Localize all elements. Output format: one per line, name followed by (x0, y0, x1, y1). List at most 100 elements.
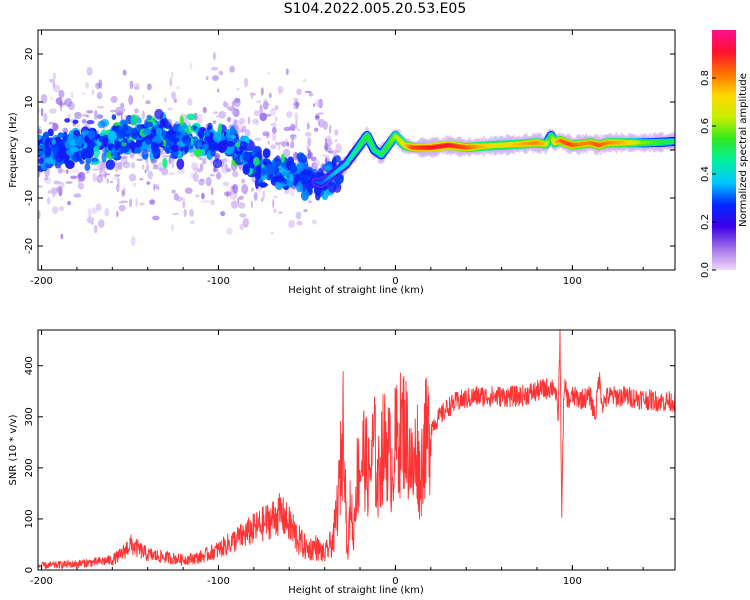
spectrogram-band-blob (91, 157, 99, 163)
spectrogram-noise-blob (50, 187, 58, 195)
spectrogram-band-blob (155, 127, 163, 136)
spectrogram-noise-blob (212, 120, 217, 124)
spectrogram-noise-blob (153, 183, 156, 192)
spectrogram-band-blob (68, 130, 74, 139)
spectrogram-noise-blob (189, 172, 195, 179)
spectrogram-band-blob (239, 140, 246, 150)
spectrogram-noise-blob (50, 96, 53, 101)
spectrogram-noise-blob (231, 107, 236, 116)
snr-ytick-label: 100 (24, 509, 35, 528)
spectrogram-noise-blob (250, 91, 254, 99)
spectrogram-noise-blob (77, 182, 85, 190)
spectrogram-noise-blob (231, 119, 239, 126)
spectrogram-band-blob (333, 155, 342, 163)
spectrogram-noise-blob (267, 72, 271, 75)
spectrogram-band-blob (262, 148, 271, 159)
spectrogram-noise-blob (65, 181, 73, 184)
spectrogram-noise-blob (278, 211, 283, 214)
spectrogram-noise-blob (71, 168, 79, 174)
snr-ylabel: SNR (10 * v/v) (8, 414, 19, 485)
spectrogram-noise-blob (290, 188, 295, 197)
spectrogram-noise-blob (187, 98, 193, 106)
spectrogram-band-blob (146, 114, 152, 121)
spectrogram-band-blob (84, 135, 90, 144)
spectrogram-noise-blob (170, 91, 177, 100)
spectrogram-noise-blob (272, 198, 275, 209)
spectrogram-noise-blob (234, 98, 241, 103)
spectrogram-noise-blob (232, 170, 239, 178)
spectrogram-noise-blob (290, 141, 295, 149)
spectrogram-noise-blob (256, 119, 259, 127)
spectrogram-band-blob (208, 144, 219, 149)
spectrogram-noise-blob (58, 89, 65, 99)
spectrogram-noise-blob (334, 139, 338, 143)
spectrogram-noise-blob (40, 93, 48, 104)
spectrogram-band-blob (212, 131, 223, 143)
spectrogram-noise-blob (239, 213, 247, 218)
spectrogram-noise-blob (77, 180, 81, 184)
spectrogram-noise-blob (307, 137, 312, 147)
spectrogram-band-blob (276, 174, 285, 183)
spectrogram-noise-blob (109, 109, 118, 113)
spectrogram-band-blob (255, 163, 262, 174)
spectrogram-band-blob (217, 140, 228, 153)
spectrogram-noise-blob (220, 211, 226, 217)
spectrogram-noise-blob (259, 112, 268, 122)
spectrogram-noise-blob (260, 87, 264, 96)
spectrogram-noise-blob (40, 107, 44, 117)
spectrogram-noise-blob (60, 233, 64, 240)
spectrogram-noise-blob (309, 152, 313, 158)
spectrogram-noise-blob (65, 169, 69, 174)
spectrogram-xtick-label: -100 (207, 276, 230, 287)
spectrogram-noise-blob (48, 121, 55, 125)
spectrogram-band-blob (92, 146, 101, 158)
spectrogram-noise-blob (129, 80, 134, 90)
spectrogram-noise-blob (199, 157, 207, 161)
snr-ytick-label: 300 (24, 407, 35, 426)
spectrogram-noise-blob (58, 206, 65, 212)
spectrogram-noise-blob (286, 111, 293, 118)
spectrogram-noise-blob (201, 192, 205, 200)
spectrogram-noise-blob (229, 186, 233, 195)
spectrogram-noise-blob (294, 112, 299, 122)
spectrogram-noise-blob (236, 87, 240, 91)
spectrogram-noise-blob (59, 103, 63, 112)
spectrogram-band-blob (84, 146, 95, 159)
spectrogram-band-blob (218, 122, 222, 134)
spectrogram-band-blob (207, 122, 213, 130)
spectrogram-noise-blob (226, 116, 232, 123)
spectrogram-noise-blob (273, 195, 278, 199)
spectrogram-noise-blob (134, 86, 140, 90)
spectrogram-band-blob (242, 163, 250, 175)
spectrogram-noise-blob (87, 216, 95, 224)
spectrogram-band-blob (144, 121, 154, 128)
spectrogram-noise-blob (141, 164, 145, 170)
spectrogram-noise-blob (304, 131, 312, 137)
spectrogram-noise-blob (209, 174, 215, 177)
spectrogram-noise-blob (76, 124, 81, 129)
spectrogram-noise-blob (121, 190, 124, 195)
spectrogram-noise-blob (231, 100, 235, 108)
spectrogram-noise-blob (95, 82, 101, 90)
spectrogram-noise-blob (239, 130, 242, 134)
spectrogram-band-blob (42, 131, 50, 138)
spectrogram-band-blob (165, 147, 170, 155)
spectrogram-noise-blob (278, 141, 285, 145)
spectrogram-noise-blob (198, 178, 205, 186)
spectrogram-noise-blob (92, 168, 99, 171)
spectrogram-noise-blob (269, 108, 276, 117)
spectrogram-noise-blob (205, 176, 212, 187)
spectrogram-band-blob (101, 152, 107, 163)
spectrogram-noise-blob (268, 92, 272, 99)
spectrogram-band-blob (44, 146, 52, 158)
spectrogram-band-blob (38, 158, 44, 165)
spectrogram-band-blob (169, 145, 179, 151)
spectrogram-noise-blob (314, 127, 319, 132)
spectrogram-noise-blob (149, 199, 156, 205)
spectrogram-noise-blob (152, 215, 160, 221)
spectrogram-noise-blob (155, 184, 159, 190)
spectrogram-noise-blob (38, 185, 43, 188)
spectrogram-band-blob (280, 153, 286, 163)
spectrogram-noise-blob (215, 115, 220, 118)
spectrogram-band-blob (162, 157, 168, 169)
